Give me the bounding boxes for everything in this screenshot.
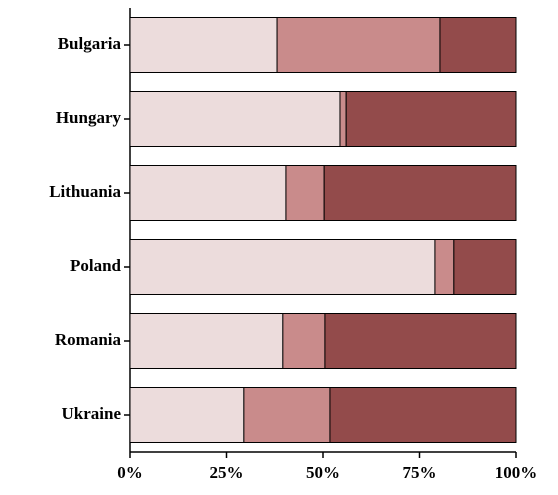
bar-segment [453,239,517,295]
bar-segment [129,239,436,295]
bar-segment [129,313,284,369]
x-tick-label: 0% [117,463,143,482]
bar-segment [434,239,455,295]
bar-segment [129,387,245,443]
y-tick-label: Poland [70,256,122,275]
y-tick-label: Bulgaria [58,34,122,53]
bar-segment [276,17,441,73]
bar-segment [129,17,278,73]
x-tick-label: 75% [403,463,437,482]
bar-segment [282,313,326,369]
bar-segment [129,165,287,221]
bar-segment [339,91,347,147]
bar-segment [129,91,341,147]
bar-segment [329,387,517,443]
y-tick-label: Romania [55,330,122,349]
bar-segment [324,313,517,369]
y-tick-label: Lithuania [49,182,121,201]
x-tick-label: 100% [495,463,538,482]
y-tick-label: Ukraine [62,404,122,423]
bar-segment [285,165,325,221]
y-tick-label: Hungary [56,108,122,127]
x-tick-label: 50% [306,463,340,482]
bar-segment [323,165,517,221]
bar-segment [243,387,331,443]
x-tick-label: 25% [210,463,244,482]
bar-segment [345,91,517,147]
bar-segment [439,17,517,73]
